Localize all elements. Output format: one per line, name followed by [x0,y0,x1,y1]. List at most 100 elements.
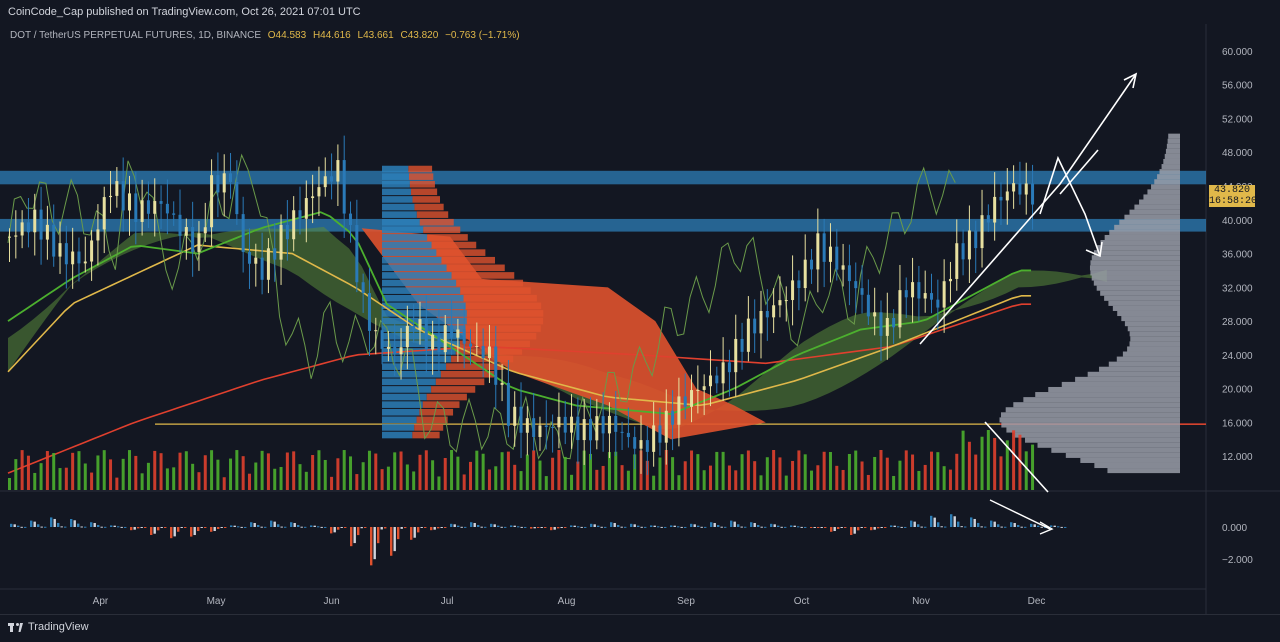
candle-body [165,203,169,214]
volume-bar [999,456,1003,490]
candle-body [39,209,43,240]
candle-body [367,293,371,331]
oscillator-bar [684,526,687,528]
oscillator-bar [780,526,783,528]
oscillator-bar [670,525,673,527]
volume-bar [551,457,555,490]
volume-bar [942,466,946,490]
oscillator-bar [940,526,943,528]
candle-body [588,419,592,441]
volume-bar [974,454,978,490]
oscillator-bar [673,525,676,527]
candle-body [639,440,643,449]
resistance-zone [0,218,1206,232]
candle-body [721,362,725,384]
oscillator-bar [113,525,116,527]
volume-profile-bar [1108,361,1180,367]
volume-bar [165,468,169,490]
oscillator-bar [253,522,256,527]
oscillator-bar [370,527,373,566]
oscillator-bar [284,526,287,528]
oscillator-bar [713,522,716,527]
symbol-name[interactable]: DOT / TetherUS PERPETUAL FUTURES, 1D, BI… [10,30,261,41]
volume-profile-bar [1051,447,1180,453]
volume-bar [39,463,43,490]
oscillator-bar [824,527,827,528]
candle-body [146,200,150,214]
oscillator-bar [580,526,583,528]
volume-profile-bar [466,317,544,325]
time-axis-label: Dec [1028,596,1046,607]
volume-bar [708,465,712,490]
oscillator-bar [360,527,363,529]
volume-profile-bar [409,180,435,188]
volume-bar [20,450,24,490]
oscillator-bar [790,525,793,527]
candle-body [1012,183,1016,192]
oscillator-axis-label: −2.000 [1222,555,1253,566]
candle-body [210,175,214,228]
oscillator-bar [597,525,600,527]
volume-profile-bar [1099,366,1180,372]
candle-body [121,181,125,211]
candle-body [247,251,251,264]
volume-profile-bar [382,226,424,234]
oscillator-bar [977,522,980,527]
volume-bar [115,477,119,490]
volume-profile-bar [435,378,485,386]
volume-profile-bar [412,431,440,439]
volume-bar [917,470,921,490]
lagging-span [7,153,956,460]
tradingview-logo[interactable]: TradingView [8,621,89,633]
oscillator-bar [480,526,483,528]
oscillator-bar [730,520,733,527]
oscillator-bar [457,525,460,527]
oscillator-bar [90,522,93,527]
volume-bar [399,451,403,490]
oscillator-bar [60,526,63,528]
candle-body [525,418,529,433]
candle-body [1005,191,1009,201]
candle-body [601,416,605,434]
volume-profile-bar [382,431,413,439]
volume-bar [405,464,409,490]
candle-body [904,290,908,298]
oscillator-bar [720,526,723,528]
oscillator-bar [320,526,323,528]
candle-body [544,425,548,427]
volume-bar [355,474,359,490]
oscillator-bar [984,526,987,528]
oscillator-bar [653,525,656,527]
oscillator-bar [744,526,747,528]
candle-body [879,312,883,336]
volume-profile-bar [459,340,530,348]
oscillator-bar [1024,526,1027,528]
volume-bar [797,450,801,490]
candle-body [26,222,30,233]
candle-body [791,280,795,301]
candle-body [330,176,334,182]
oscillator-bar [1030,523,1033,527]
candle-body [708,375,712,387]
volume-bar [197,472,201,490]
oscillator-bar [50,517,53,527]
volume-bar [45,451,49,490]
candle-body [20,222,24,236]
candle-body [355,225,359,283]
volume-bar [734,470,738,490]
oscillator-bar [484,526,487,528]
candle-body [203,227,207,234]
oscillator-bar [973,518,976,527]
candle-body [696,389,700,391]
candle-body [784,300,788,302]
volume-bar [241,456,245,490]
volume-bar [33,472,37,490]
price-chart[interactable]: 60.00056.00052.00048.00044.00040.00036.0… [0,24,1280,614]
volume-bar [330,476,334,490]
volume-profile-bar [382,264,447,272]
candle-body [424,319,428,350]
volume-bar [229,458,233,490]
volume-profile-bar [440,370,494,378]
volume-bar [967,441,971,490]
candle-body [317,187,321,197]
